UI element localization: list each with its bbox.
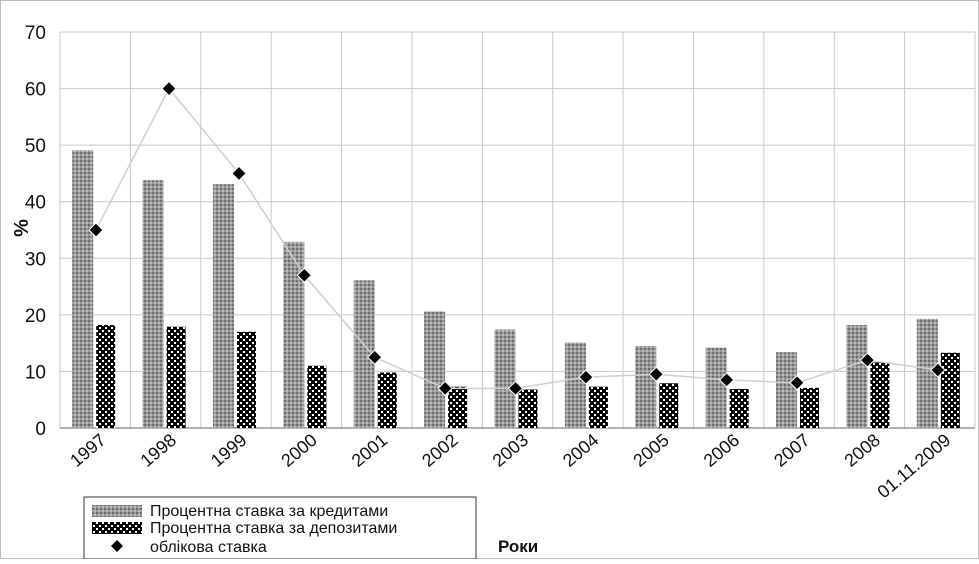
y-tick-label: 0 xyxy=(35,419,46,440)
legend-label-deposit: Процентна ставка за депозитами xyxy=(150,520,397,537)
legend-swatch-credit xyxy=(92,505,142,517)
legend: Процентна ставка за кредитами Процентна … xyxy=(83,496,477,560)
bar-deposit xyxy=(236,331,256,428)
bar-credit xyxy=(353,280,375,428)
bar-deposit xyxy=(377,372,397,428)
rate-marker xyxy=(789,375,805,391)
y-tick-label: 70 xyxy=(25,23,46,44)
y-tick-label: 40 xyxy=(25,193,46,214)
y-ticks: 0 10 20 30 40 50 60 70 xyxy=(25,23,46,440)
bar-credit xyxy=(424,311,446,428)
bar-credit xyxy=(283,241,305,428)
rate-marker xyxy=(161,80,177,97)
bar-deposit xyxy=(166,326,186,428)
rate-marker xyxy=(507,380,524,397)
rate-marker xyxy=(367,349,383,365)
bar-credit xyxy=(212,184,234,428)
y-tick-label: 10 xyxy=(25,362,46,383)
bar-credit xyxy=(72,150,94,428)
y-axis-label: % xyxy=(11,219,33,237)
bar-credit xyxy=(846,325,868,428)
legend-label-credit: Процентна ставка за кредитами xyxy=(150,503,388,520)
bar-deposit xyxy=(940,352,960,428)
bar-credit xyxy=(705,347,727,428)
bar-deposit xyxy=(800,387,820,428)
rate-marker xyxy=(296,267,313,283)
grid xyxy=(59,31,976,429)
bar-credit xyxy=(916,318,938,428)
bar-deposit xyxy=(448,386,468,428)
bar-deposit xyxy=(729,388,749,428)
legend-swatch-rate xyxy=(111,540,123,552)
rate-marker xyxy=(648,366,664,382)
rate-marker xyxy=(930,362,946,378)
y-tick-label: 20 xyxy=(25,306,46,327)
bar-credit xyxy=(142,180,164,428)
legend-swatch-deposit xyxy=(92,522,142,534)
bars xyxy=(72,150,960,428)
rate-marker xyxy=(88,222,104,238)
bar-deposit xyxy=(307,365,327,428)
y-tick-label: 50 xyxy=(25,136,46,157)
bar-credit xyxy=(635,345,657,428)
bar-credit xyxy=(564,342,586,428)
legend-box xyxy=(83,496,477,560)
bar-deposit xyxy=(659,383,679,428)
bar-credit xyxy=(494,329,516,428)
bar-credit xyxy=(776,352,798,428)
rate-marker xyxy=(718,372,735,388)
rate-marker xyxy=(437,380,453,397)
rate-marker xyxy=(578,369,594,385)
y-tick-label: 60 xyxy=(25,80,46,101)
y-tick-label: 30 xyxy=(25,249,46,270)
bar-deposit xyxy=(96,325,116,428)
bar-deposit xyxy=(588,386,608,428)
rate-marker xyxy=(231,165,247,182)
legend-label-rate: облікова ставка xyxy=(150,539,267,556)
bar-deposit xyxy=(518,389,538,428)
x-axis-label: Роки xyxy=(498,537,538,556)
bar-deposit xyxy=(870,362,890,428)
rate-markers xyxy=(88,80,946,397)
rate-marker xyxy=(859,352,876,368)
